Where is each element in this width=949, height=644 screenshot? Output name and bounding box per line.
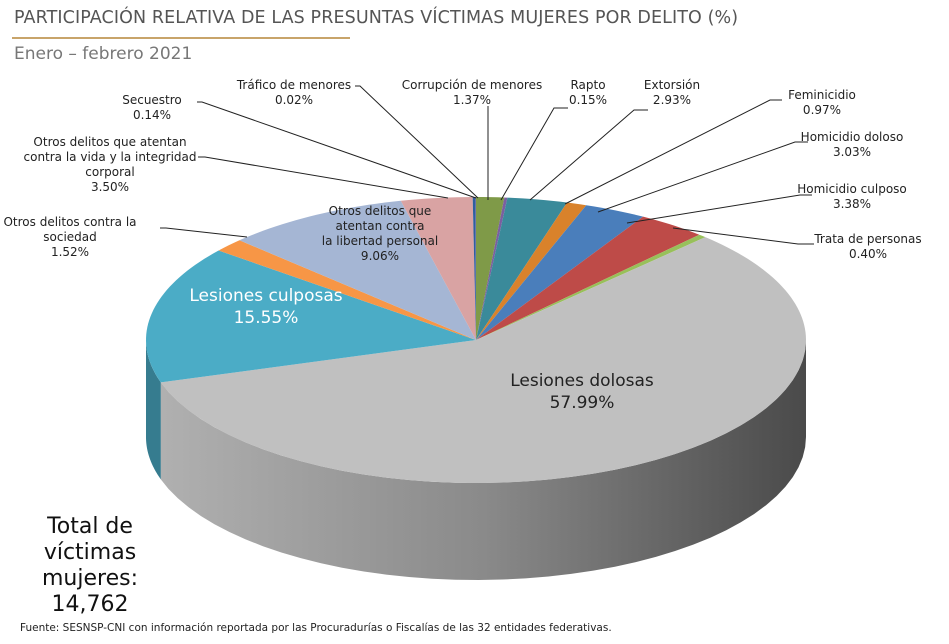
slice-label-name: Tráfico de menores	[236, 78, 352, 92]
slice-label-value: 0.97%	[802, 103, 842, 117]
slice-label-value: 2.93%	[652, 93, 692, 107]
pie-slice-4	[476, 205, 644, 340]
slice-label-2: Extorsión 2.93%	[644, 78, 700, 108]
slice-label-value: 15.55%	[233, 308, 299, 328]
slice-label-name: Otros delitos contra la sociedad	[3, 215, 137, 244]
title-divider	[12, 37, 350, 39]
leader-line-11	[198, 156, 449, 199]
slice-label-0: Corrupción de menores 1.37%	[402, 78, 542, 108]
pie-slice-9	[218, 240, 476, 340]
slice-label-name: Homicidio doloso	[800, 130, 904, 144]
slice-label-value: 1.37%	[452, 93, 492, 107]
slice-label-name: Feminicidio	[788, 88, 856, 102]
slice-label-value: 1.52%	[50, 245, 90, 259]
slice-label-5: Homicidio culposo 3.38%	[797, 182, 907, 212]
slice-label-value: 0.40%	[848, 247, 888, 261]
source-note: Fuente: SESNSP-CNI con información repor…	[20, 622, 612, 634]
total-value: 14,762	[51, 592, 129, 617]
pie-slice-10	[239, 200, 476, 340]
slice-label-name: Otros delitos que atentan contra la libe…	[321, 204, 439, 248]
slice-label-9: Otros delitos contra la sociedad 1.52%	[3, 215, 136, 260]
slice-label-4: Homicidio doloso 3.03%	[801, 130, 904, 160]
slice-label-value: 57.99%	[549, 393, 615, 413]
leader-line-4	[597, 141, 808, 213]
slice-label-name: Otros delitos que atentan contra la vida…	[23, 135, 197, 179]
total-label: Total de víctimas mujeres:	[42, 514, 138, 591]
pie-slice-5	[476, 216, 700, 340]
slice-label-8: Lesiones culposas 15.55%	[189, 285, 342, 329]
slice-label-value: 3.50%	[90, 180, 130, 194]
pie-slice-7	[160, 237, 806, 483]
chart-subtitle: Enero – febrero 2021	[14, 44, 193, 64]
leader-line-9	[160, 227, 248, 238]
leader-line-1	[500, 107, 568, 201]
leader-line-5	[626, 194, 812, 224]
slice-label-7: Lesiones dolosas 57.99%	[510, 370, 654, 414]
slice-label-value: 9.06%	[360, 249, 400, 263]
pie-slice-0	[476, 197, 505, 340]
pie-slice-11	[400, 197, 476, 340]
pie-slice-12	[472, 197, 476, 340]
pie-slice-1	[476, 197, 508, 340]
slice-label-name: Trata de personas	[814, 232, 922, 246]
slice-label-10: Otros delitos que atentan contra la libe…	[322, 204, 438, 264]
pie-slice-2	[476, 197, 568, 340]
slice-label-3: Feminicidio 0.97%	[788, 88, 856, 118]
slice-label-value: 0.14%	[132, 108, 172, 122]
chart-title: PARTICIPACIÓN RELATIVA DE LAS PRESUNTAS …	[14, 8, 739, 28]
slice-label-name: Secuestro	[122, 93, 182, 107]
slice-label-value: 3.03%	[832, 145, 872, 159]
leader-line-6	[672, 227, 814, 245]
leader-line-13	[355, 85, 479, 199]
slice-label-name: Lesiones culposas	[189, 286, 343, 306]
slice-label-name: Corrupción de menores	[401, 78, 543, 92]
pie-side-7	[160, 340, 806, 580]
pie-slice-6	[476, 234, 706, 340]
pie-slice-8	[146, 250, 476, 383]
pie-side-8	[146, 340, 161, 480]
total-victims: Total de víctimas mujeres: 14,762	[10, 514, 170, 618]
leader-line-3	[564, 99, 782, 205]
slice-label-6: Trata de personas 0.40%	[814, 232, 921, 262]
leader-line-2	[529, 109, 648, 201]
slice-label-value: 0.15%	[568, 93, 608, 107]
slice-label-13: Tráfico de menores 0.02%	[237, 78, 351, 108]
slice-label-name: Rapto	[570, 78, 606, 92]
slice-label-11: Otros delitos que atentan contra la vida…	[24, 135, 197, 195]
slice-label-name: Extorsión	[643, 78, 701, 92]
slice-label-value: 3.38%	[832, 197, 872, 211]
slice-label-value: 0.02%	[274, 93, 314, 107]
pie-slice-3	[476, 202, 587, 340]
slice-label-1: Rapto 0.15%	[569, 78, 607, 108]
slice-label-name: Lesiones dolosas	[510, 371, 654, 391]
leader-line-12	[197, 101, 477, 199]
slice-label-name: Homicidio culposo	[797, 182, 907, 196]
slice-label-12: Secuestro 0.14%	[122, 93, 182, 123]
